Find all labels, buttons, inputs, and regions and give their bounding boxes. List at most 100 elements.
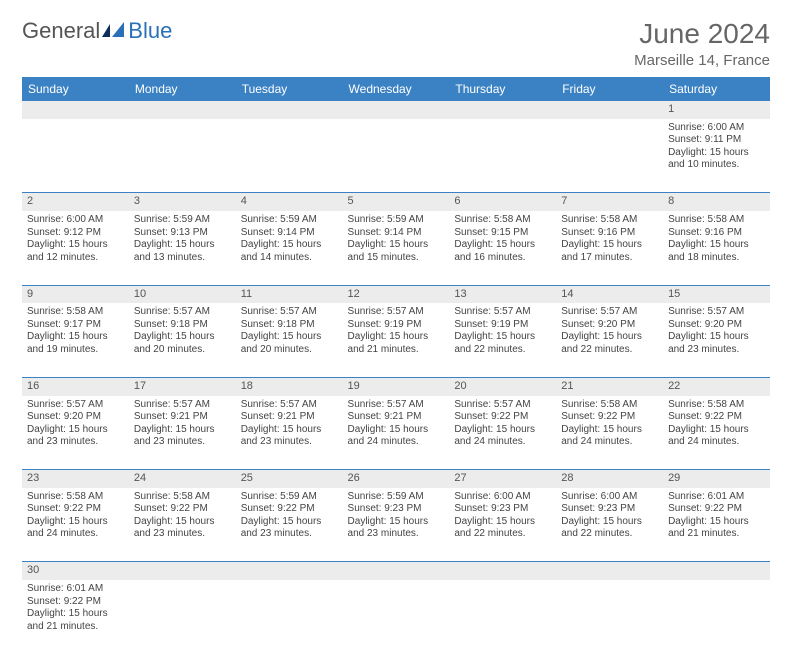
day-header: Wednesday xyxy=(343,77,450,101)
day-cell xyxy=(343,580,450,654)
sunrise-text: Sunrise: 6:00 AM xyxy=(454,491,551,504)
day-number-row: 2345678 xyxy=(22,193,770,211)
day-cell: Sunrise: 5:57 AMSunset: 9:21 PMDaylight:… xyxy=(236,396,343,470)
day-number: 4 xyxy=(236,193,343,211)
day-number xyxy=(343,101,450,119)
day-cell xyxy=(22,119,129,193)
sunset-text: Sunset: 9:12 PM xyxy=(27,227,124,240)
daylight-text: Daylight: 15 hours and 21 minutes. xyxy=(348,331,445,356)
daylight-text: Daylight: 15 hours and 23 minutes. xyxy=(134,424,231,449)
day-number: 7 xyxy=(556,193,663,211)
day-number xyxy=(663,562,770,580)
daylight-text: Daylight: 15 hours and 12 minutes. xyxy=(27,239,124,264)
week-row: Sunrise: 6:01 AMSunset: 9:22 PMDaylight:… xyxy=(22,580,770,654)
day-number: 5 xyxy=(343,193,450,211)
daylight-text: Daylight: 15 hours and 22 minutes. xyxy=(454,331,551,356)
daylight-text: Daylight: 15 hours and 23 minutes. xyxy=(668,331,765,356)
daylight-text: Daylight: 15 hours and 23 minutes. xyxy=(134,516,231,541)
day-cell xyxy=(556,580,663,654)
day-cell: Sunrise: 5:57 AMSunset: 9:20 PMDaylight:… xyxy=(663,303,770,377)
day-cell: Sunrise: 6:00 AMSunset: 9:12 PMDaylight:… xyxy=(22,211,129,285)
daylight-text: Daylight: 15 hours and 24 minutes. xyxy=(27,516,124,541)
day-header: Monday xyxy=(129,77,236,101)
daylight-text: Daylight: 15 hours and 14 minutes. xyxy=(241,239,338,264)
day-cell: Sunrise: 6:00 AMSunset: 9:11 PMDaylight:… xyxy=(663,119,770,193)
day-number: 30 xyxy=(22,562,129,580)
day-header: Tuesday xyxy=(236,77,343,101)
sunrise-text: Sunrise: 5:57 AM xyxy=(454,399,551,412)
day-number: 29 xyxy=(663,470,770,488)
day-number: 15 xyxy=(663,285,770,303)
daylight-text: Daylight: 15 hours and 24 minutes. xyxy=(668,424,765,449)
day-cell: Sunrise: 5:58 AMSunset: 9:15 PMDaylight:… xyxy=(449,211,556,285)
title-block: June 2024 Marseille 14, France xyxy=(634,18,770,69)
sunset-text: Sunset: 9:22 PM xyxy=(454,411,551,424)
sunset-text: Sunset: 9:13 PM xyxy=(134,227,231,240)
day-cell xyxy=(449,580,556,654)
day-cell: Sunrise: 5:58 AMSunset: 9:22 PMDaylight:… xyxy=(663,396,770,470)
day-header-row: Sunday Monday Tuesday Wednesday Thursday… xyxy=(22,77,770,101)
day-cell xyxy=(556,119,663,193)
day-cell: Sunrise: 5:58 AMSunset: 9:16 PMDaylight:… xyxy=(556,211,663,285)
day-number: 24 xyxy=(129,470,236,488)
sunset-text: Sunset: 9:22 PM xyxy=(241,503,338,516)
sunrise-text: Sunrise: 5:57 AM xyxy=(134,399,231,412)
sunrise-text: Sunrise: 5:58 AM xyxy=(668,399,765,412)
day-number xyxy=(129,562,236,580)
day-number xyxy=(236,101,343,119)
logo-text-second: Blue xyxy=(128,18,172,44)
day-cell: Sunrise: 5:57 AMSunset: 9:18 PMDaylight:… xyxy=(236,303,343,377)
daylight-text: Daylight: 15 hours and 23 minutes. xyxy=(241,424,338,449)
sunrise-text: Sunrise: 5:59 AM xyxy=(348,491,445,504)
sunrise-text: Sunrise: 6:01 AM xyxy=(27,583,124,596)
month-title: June 2024 xyxy=(634,18,770,50)
day-header: Friday xyxy=(556,77,663,101)
sunset-text: Sunset: 9:22 PM xyxy=(561,411,658,424)
daylight-text: Daylight: 15 hours and 20 minutes. xyxy=(241,331,338,356)
week-row: Sunrise: 5:58 AMSunset: 9:17 PMDaylight:… xyxy=(22,303,770,377)
sunrise-text: Sunrise: 5:57 AM xyxy=(668,306,765,319)
day-number: 12 xyxy=(343,285,450,303)
day-number xyxy=(129,101,236,119)
day-number: 19 xyxy=(343,377,450,395)
day-number: 11 xyxy=(236,285,343,303)
daylight-text: Daylight: 15 hours and 13 minutes. xyxy=(134,239,231,264)
day-number: 27 xyxy=(449,470,556,488)
day-cell: Sunrise: 5:59 AMSunset: 9:14 PMDaylight:… xyxy=(236,211,343,285)
daylight-text: Daylight: 15 hours and 24 minutes. xyxy=(348,424,445,449)
sunset-text: Sunset: 9:19 PM xyxy=(348,319,445,332)
sunset-text: Sunset: 9:22 PM xyxy=(668,411,765,424)
sunrise-text: Sunrise: 5:57 AM xyxy=(241,399,338,412)
day-number: 17 xyxy=(129,377,236,395)
daylight-text: Daylight: 15 hours and 21 minutes. xyxy=(668,516,765,541)
sunset-text: Sunset: 9:22 PM xyxy=(134,503,231,516)
sunset-text: Sunset: 9:16 PM xyxy=(561,227,658,240)
day-number: 1 xyxy=(663,101,770,119)
day-number xyxy=(22,101,129,119)
sunset-text: Sunset: 9:14 PM xyxy=(241,227,338,240)
daylight-text: Daylight: 15 hours and 10 minutes. xyxy=(668,147,765,172)
daylight-text: Daylight: 15 hours and 22 minutes. xyxy=(561,516,658,541)
sunrise-text: Sunrise: 5:58 AM xyxy=(27,491,124,504)
page-header: General Blue June 2024 Marseille 14, Fra… xyxy=(22,18,770,69)
day-cell: Sunrise: 5:59 AMSunset: 9:14 PMDaylight:… xyxy=(343,211,450,285)
sunset-text: Sunset: 9:23 PM xyxy=(454,503,551,516)
sunset-text: Sunset: 9:18 PM xyxy=(241,319,338,332)
sunset-text: Sunset: 9:23 PM xyxy=(348,503,445,516)
sunset-text: Sunset: 9:23 PM xyxy=(561,503,658,516)
day-number: 28 xyxy=(556,470,663,488)
sunrise-text: Sunrise: 5:58 AM xyxy=(668,214,765,227)
day-number: 16 xyxy=(22,377,129,395)
sunset-text: Sunset: 9:21 PM xyxy=(134,411,231,424)
sunset-text: Sunset: 9:14 PM xyxy=(348,227,445,240)
sunset-text: Sunset: 9:22 PM xyxy=(27,503,124,516)
sunrise-text: Sunrise: 5:58 AM xyxy=(561,214,658,227)
day-number-row: 9101112131415 xyxy=(22,285,770,303)
day-number: 13 xyxy=(449,285,556,303)
week-row: Sunrise: 6:00 AMSunset: 9:12 PMDaylight:… xyxy=(22,211,770,285)
day-cell: Sunrise: 5:57 AMSunset: 9:19 PMDaylight:… xyxy=(449,303,556,377)
sunset-text: Sunset: 9:21 PM xyxy=(241,411,338,424)
daylight-text: Daylight: 15 hours and 19 minutes. xyxy=(27,331,124,356)
day-number xyxy=(449,562,556,580)
sunset-text: Sunset: 9:20 PM xyxy=(561,319,658,332)
